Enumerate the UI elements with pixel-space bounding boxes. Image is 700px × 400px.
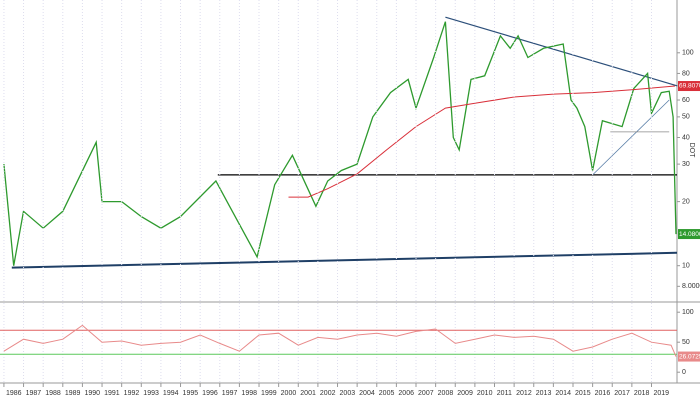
x-tick-label: 2001 bbox=[300, 390, 316, 397]
x-tick-label: 2013 bbox=[536, 390, 552, 397]
x-tick-label: 1995 bbox=[183, 390, 199, 397]
value-box bbox=[678, 229, 700, 240]
x-tick-label: 2004 bbox=[359, 390, 375, 397]
y-tick-label: 30 bbox=[682, 161, 690, 168]
y-tick-label: 0 bbox=[682, 369, 686, 376]
y-tick-label: 20 bbox=[682, 198, 690, 205]
y-tick-label: 50 bbox=[682, 114, 690, 121]
x-tick-label: 2014 bbox=[555, 390, 571, 397]
y-tick-label: 50 bbox=[682, 339, 690, 346]
x-tick-label: 1994 bbox=[163, 390, 179, 397]
series-line bbox=[288, 85, 676, 198]
x-tick-label: 2015 bbox=[575, 390, 591, 397]
value-label: 26.0725 bbox=[679, 353, 700, 360]
x-tick-label: 1998 bbox=[241, 390, 257, 397]
x-tick-label: 2008 bbox=[438, 390, 454, 397]
axis-label: DOT bbox=[688, 143, 695, 159]
x-tick-label: 2003 bbox=[340, 390, 356, 397]
x-tick-label: 2000 bbox=[281, 390, 297, 397]
y-tick-label: 8.0000 bbox=[682, 283, 700, 290]
x-tick-label: 2019 bbox=[654, 390, 670, 397]
x-tick-label: 1987 bbox=[26, 390, 42, 397]
x-tick-label: 1997 bbox=[222, 390, 238, 397]
x-tick-label: 2009 bbox=[457, 390, 473, 397]
x-tick-label: 1988 bbox=[45, 390, 61, 397]
x-tick-label: 2010 bbox=[477, 390, 493, 397]
x-tick-label: 2017 bbox=[614, 390, 630, 397]
y-tick-label: 100 bbox=[682, 50, 694, 57]
x-tick-label: 2002 bbox=[320, 390, 336, 397]
trend-line bbox=[445, 16, 678, 87]
x-tick-label: 2005 bbox=[379, 390, 395, 397]
x-tick-label: 1996 bbox=[202, 390, 218, 397]
x-tick-label: 2007 bbox=[418, 390, 434, 397]
x-tick-label: 1990 bbox=[84, 390, 100, 397]
x-tick-label: 2011 bbox=[497, 390, 512, 397]
x-tick-label: 2018 bbox=[634, 390, 650, 397]
x-tick-label: 1992 bbox=[124, 390, 140, 397]
x-tick-label: 1989 bbox=[65, 390, 81, 397]
y-tick-label: 10 bbox=[682, 263, 690, 270]
value-box bbox=[678, 81, 700, 92]
value-label: 69.8070 bbox=[679, 83, 700, 90]
y-tick-label: 80 bbox=[682, 70, 690, 77]
x-tick-label: 2012 bbox=[516, 390, 532, 397]
y-tick-label: 100 bbox=[682, 309, 694, 316]
trend-line bbox=[592, 99, 670, 176]
x-tick-label: 1991 bbox=[104, 390, 120, 397]
series-line bbox=[3, 324, 677, 357]
x-tick-label: 1993 bbox=[143, 390, 159, 397]
y-tick-label: 40 bbox=[682, 134, 690, 141]
x-tick-label: 2006 bbox=[398, 390, 414, 397]
trend-line bbox=[11, 251, 678, 269]
y-tick-label: 60 bbox=[682, 97, 690, 104]
x-tick-label: 1999 bbox=[261, 390, 277, 397]
x-tick-label: 1986 bbox=[6, 390, 22, 397]
value-label: 14.0800 bbox=[679, 231, 700, 238]
value-box bbox=[678, 351, 700, 362]
x-tick-label: 2016 bbox=[595, 390, 611, 397]
